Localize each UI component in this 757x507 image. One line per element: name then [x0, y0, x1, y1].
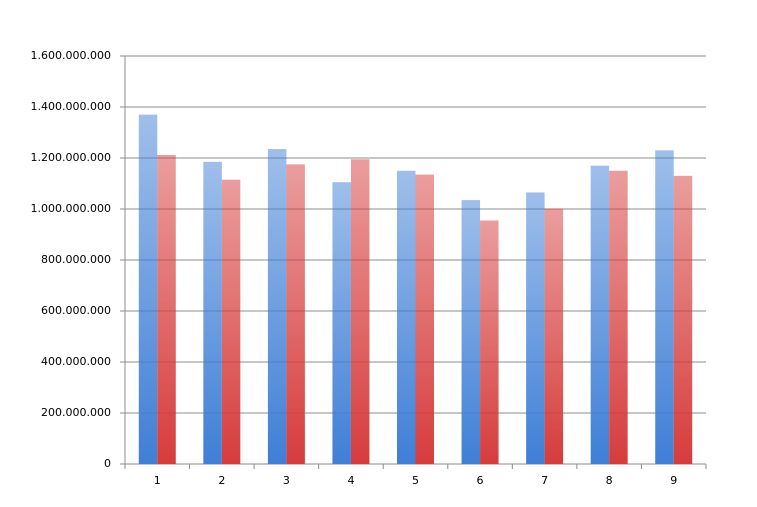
bar: [655, 150, 674, 464]
y-tick-label: 400.000.000: [41, 355, 111, 368]
y-tick-label: 0: [104, 457, 111, 470]
bar: [286, 164, 305, 464]
bar: [415, 174, 434, 464]
bar: [673, 175, 693, 464]
y-tick-label: 800.000.000: [41, 253, 111, 266]
x-tick-label: 2: [218, 474, 225, 487]
bar: [221, 179, 241, 465]
x-tick-label: 7: [541, 474, 548, 487]
x-tick-label: 5: [412, 474, 419, 487]
bar: [609, 170, 628, 464]
y-tick-label: 600.000.000: [41, 304, 111, 317]
y-tick-label: 200.000.000: [41, 406, 111, 419]
y-tick-label: 1.400.000.000: [31, 100, 111, 113]
bar: [350, 159, 370, 464]
x-tick-label: 9: [670, 474, 677, 487]
bar: [203, 161, 222, 464]
x-tick-label: 1: [154, 474, 161, 487]
y-tick-label: 1.200.000.000: [31, 151, 111, 164]
y-tick-label: 1.000.000.000: [31, 202, 111, 215]
y-tick-label: 1.600.000.000: [31, 49, 111, 62]
x-tick-label: 6: [477, 474, 484, 487]
x-tick-label: 3: [283, 474, 290, 487]
bar: [590, 165, 610, 464]
bar: [138, 114, 158, 465]
bar: [157, 154, 176, 464]
bar: [332, 182, 351, 464]
bar: [544, 208, 564, 464]
bar: [526, 192, 545, 465]
bar: [480, 220, 499, 464]
x-tick-label: 4: [347, 474, 354, 487]
bar: [461, 200, 481, 464]
bar: [267, 149, 287, 464]
x-tick-label: 8: [606, 474, 613, 487]
bar: [397, 170, 416, 464]
